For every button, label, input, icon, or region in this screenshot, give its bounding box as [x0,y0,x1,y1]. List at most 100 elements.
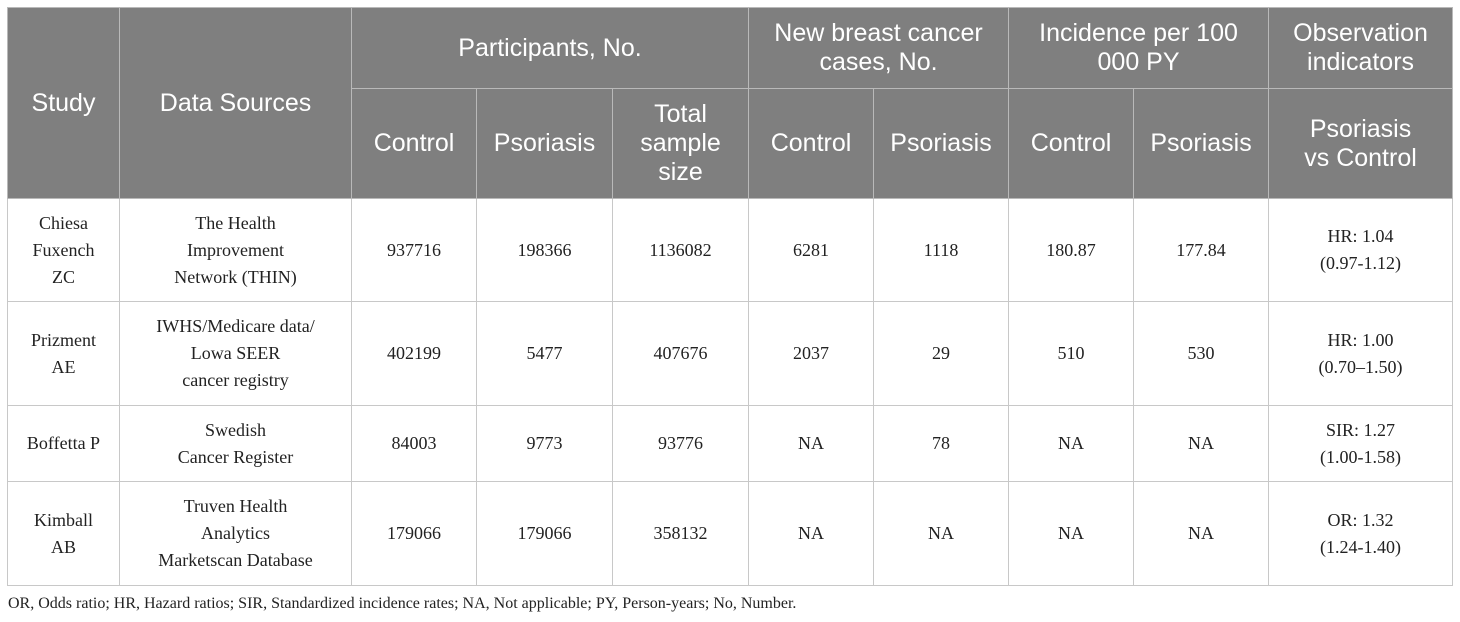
header-row-1: Study Data Sources Participants, No. New… [7,7,1454,199]
table-footnote: OR, Odds ratio; HR, Hazard ratios; SIR, … [8,595,797,612]
source-line: Cancer Register [177,446,294,467]
cell-incidence-control: 180.87 [1008,198,1135,302]
table-row: Boffetta P Swedish Cancer Register 84003… [7,405,1454,482]
cell-incidence-psoriasis: 530 [1133,301,1270,406]
study-line: AE [51,356,76,377]
study-line: Boffetta P [26,433,101,453]
header-total-line: sample [640,129,721,157]
cell-incidence-control: NA [1008,481,1135,586]
header-observation-sub-line: vs Control [1304,143,1417,172]
cell-source: Truven Health Analytics Marketscan Datab… [119,481,352,586]
study-line: Fuxench [32,239,95,260]
header-total-line: size [658,158,703,186]
observation-line: HR: 1.04 [1327,226,1394,246]
cell-cases-control: 2037 [748,301,875,406]
header-observation-sub-line: Psoriasis [1309,114,1412,143]
table-row: Kimball AB Truven Health Analytics Marke… [7,481,1454,586]
cell-observation: HR: 1.00 (0.70–1.50) [1268,301,1454,406]
cell-participants-psoriasis: 198366 [476,198,613,302]
table-row: Chiesa Fuxench ZC The Health Improvement… [7,198,1454,302]
header-row-2: Control Psoriasis Total sample size Cont… [8,88,1454,199]
header-new-cases-line: New breast cancer [774,19,983,47]
source-line: Marketscan Database [158,550,313,570]
source-line: Swedish [204,419,266,440]
header-data-sources: Data Sources [119,7,352,199]
observation-line: OR: 1.32 [1327,509,1394,530]
cell-study: Kimball AB [7,481,120,586]
cell-participants-control: 84003 [351,405,477,482]
cell-participants-psoriasis: 179066 [476,481,613,586]
observation-line: (1.00-1.58) [1320,446,1402,467]
study-line: Kimball [34,509,93,530]
study-line: Chiesa [39,212,88,233]
observation-line: HR: 1.00 [1327,329,1394,350]
source-line: Lowa SEER [190,343,281,363]
header-incidence: Incidence per 100 000 PY [1008,7,1270,89]
cell-participants-total: 407676 [611,301,750,406]
header-incidence-control: Control [1008,88,1135,199]
cell-study: Chiesa Fuxench ZC [7,198,120,302]
cell-participants-total: 93776 [611,405,750,482]
cell-cases-psoriasis: NA [873,481,1010,586]
study-line: AB [50,536,76,557]
header-observation-line: Observation [1293,19,1428,47]
cell-observation: HR: 1.04 (0.97-1.12) [1268,198,1454,302]
observation-line: (0.70–1.50) [1318,356,1403,377]
observation-line: (0.97-1.12) [1320,253,1402,273]
header-new-cases-line: cases, No. [819,48,938,76]
header-participants-psoriasis: Psoriasis [476,88,613,199]
table-body: Chiesa Fuxench ZC The Health Improvement… [7,198,1454,586]
source-line: Truven Health [183,496,288,516]
table-header: Study Data Sources Participants, No. New… [7,7,1454,199]
study-line: Prizment [31,329,96,350]
cell-cases-control: NA [748,405,875,482]
cell-source: The Health Improvement Network (THIN) [119,198,352,302]
source-line: The Health [195,212,276,233]
cell-incidence-psoriasis: NA [1133,481,1270,586]
header-cases-psoriasis: Psoriasis [873,88,1010,199]
header-participants-control: Control [351,88,477,199]
source-line: Network (THIN) [174,266,297,287]
cell-incidence-psoriasis: 177.84 [1133,198,1270,302]
cell-observation: SIR: 1.27 (1.00-1.58) [1268,405,1454,482]
cell-observation: OR: 1.32 (1.24-1.40) [1268,481,1454,586]
cell-source: IWHS/Medicare data/ Lowa SEER cancer reg… [119,301,352,406]
header-participants: Participants, No. [350,7,750,89]
header-observation: Observation indicators [1268,7,1454,89]
cell-cases-psoriasis: 78 [873,405,1010,482]
header-incidence-line: 000 PY [1097,48,1180,76]
cell-participants-control: 937716 [351,198,477,302]
cell-cases-psoriasis: 29 [873,301,1010,406]
source-line: Improvement [187,239,284,260]
cell-incidence-control: 510 [1008,301,1135,406]
cell-study: Prizment AE [7,301,120,406]
data-table: Study Data Sources Participants, No. New… [7,7,1454,586]
cell-source: Swedish Cancer Register [119,405,352,482]
cell-incidence-control: NA [1008,405,1135,482]
observation-line: (1.24-1.40) [1320,536,1402,557]
cell-cases-psoriasis: 1118 [873,198,1010,302]
cell-cases-control: 6281 [748,198,875,302]
source-line: cancer registry [182,370,289,390]
cell-study: Boffetta P [7,405,120,482]
cell-participants-control: 179066 [351,481,477,586]
header-incidence-psoriasis: Psoriasis [1133,88,1270,199]
cell-incidence-psoriasis: NA [1133,405,1270,482]
cell-participants-total: 358132 [611,481,750,586]
source-line: Analytics [201,523,270,543]
cell-participants-control: 402199 [351,301,477,406]
header-new-cases: New breast cancer cases, No. [748,7,1010,89]
header-incidence-line: Incidence per 100 [1039,19,1238,47]
cell-participants-total: 1136082 [611,198,750,302]
observation-line: SIR: 1.27 [1326,419,1396,440]
header-cases-control: Control [748,88,875,199]
header-observation-sub: Psoriasis vs Control [1268,88,1454,199]
table-row: Prizment AE IWHS/Medicare data/ Lowa SEE… [7,301,1454,406]
cell-participants-psoriasis: 9773 [476,405,613,482]
study-line: ZC [51,266,75,287]
header-observation-line: indicators [1307,48,1415,76]
header-study: Study [7,7,120,199]
source-line: IWHS/Medicare data/ [156,316,315,336]
header-participants-total: Total sample size [611,88,750,199]
cell-participants-psoriasis: 5477 [476,301,613,406]
